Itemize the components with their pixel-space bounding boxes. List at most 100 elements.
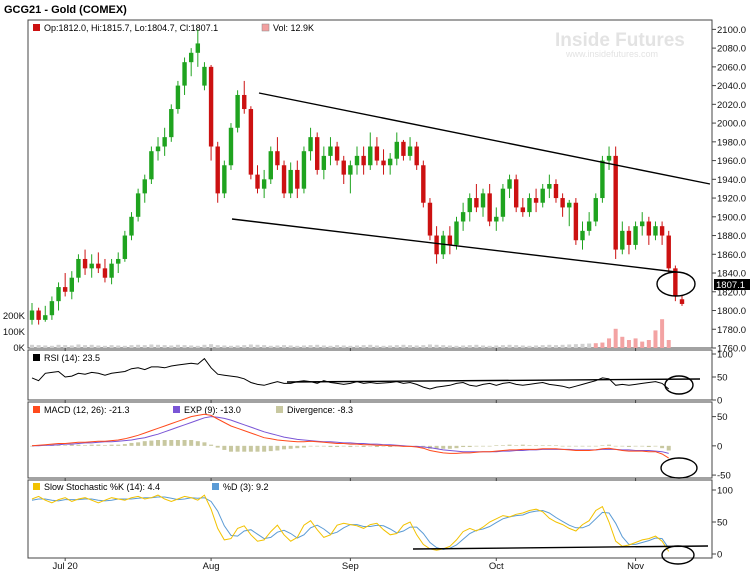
volume-bar [567,344,572,348]
price-tick-label: 1980.0 [717,137,746,148]
stochastic-panel [27,479,713,559]
candle-body [401,141,406,156]
x-tick-label: Aug [203,561,220,572]
volume-bar [189,345,194,348]
annotations [231,92,711,565]
indicator-lines [30,357,671,552]
volume-bar [481,345,486,348]
divergence-bar [83,445,88,446]
volume-bar [142,345,147,348]
volume-bar [282,345,287,348]
macd-legend-swatch [33,406,40,413]
macd-tick-label: -50 [717,471,731,482]
candle-body [288,169,293,194]
volume-tick-label: 0K [13,343,25,354]
candle-body [202,66,207,86]
candle-body [275,151,280,166]
divergence-bar [321,445,326,447]
candle-body [281,165,287,194]
volume-bar [620,336,625,348]
price-tick-label: 1780.0 [717,325,746,336]
exp-line [32,416,669,454]
divergence-bar [520,444,525,446]
divergence-bar [301,445,306,448]
divergence-bar [295,445,300,449]
candle-body [407,146,413,156]
volume-bar [547,344,552,348]
k-legend-label: Slow Stochastic %K (14): 4.4 [44,482,160,492]
candle-body [520,207,526,213]
ohlc-readout: Op:1812.0, Hi:1815.7, Lo:1804.7, Cl:1807… [44,23,218,33]
divergence-bar [540,445,545,446]
volume-bar [361,345,366,348]
d-legend-swatch [212,483,219,490]
volume-bar [381,345,386,348]
candle-body [434,235,439,255]
candle-body [646,221,652,236]
candle-body [573,202,579,241]
divergence-bar [355,445,359,447]
macd-circle [660,457,698,479]
price-tick-label: 1800.0 [717,306,746,317]
price-tick-label: 1960.0 [717,156,746,167]
candle-body [89,263,94,269]
divergence-bar [494,445,499,446]
divergence-bar [215,445,220,448]
candle-body [348,165,353,175]
candle-body [255,174,260,189]
exp-legend-label: EXP (9): -13.0 [184,405,241,415]
divergence-bar [255,445,260,452]
volume-bar [355,345,359,348]
divergence-bar [235,445,240,452]
divergence-bar [129,442,134,446]
candle-body [129,216,134,236]
divergence-bar [368,445,373,447]
divergence-bar [527,445,532,446]
volume-bar [514,345,519,348]
candle-body [341,160,346,175]
candle-body [182,62,187,86]
divergence-bar [182,440,187,446]
candle-body [381,160,386,166]
divergence-bar [288,445,293,449]
divergence-bar [640,445,645,447]
candle-body [295,169,300,189]
volume-bar [122,345,127,348]
candle-body [620,230,625,250]
candle-body [235,94,240,128]
divergence-bar [646,445,651,448]
volume-bar [434,344,439,348]
volume-bar [295,345,300,348]
volume-bars [30,319,671,348]
candle-body [666,235,671,269]
price-tick-label: 2060.0 [717,62,746,73]
divergence-bar [109,444,114,446]
rsi-line [31,357,670,390]
candle-body [454,221,459,245]
volume-bar [248,344,253,348]
candle-body [421,165,426,203]
volume-bar [646,340,651,348]
candle-body [480,193,486,208]
candle-body [467,198,472,213]
divergence-bar [122,444,127,446]
candle-body [169,109,174,138]
volume-bar [63,345,68,348]
candle-body [56,287,61,302]
divergence-legend-label: Divergence: -8.3 [287,405,353,415]
volume-bar [109,345,114,348]
x-tick-label: Sep [342,561,359,572]
volume-tick-label: 200K [3,311,26,322]
divergence-bar [189,440,194,446]
volume-bar [593,343,598,348]
candle-body [586,221,592,231]
candle-body [49,301,55,316]
volume-bar [587,343,592,348]
volume-bar [613,328,618,348]
price-tick-label: 1920.0 [717,194,746,205]
rsi-panel [27,349,713,401]
candle-body [29,310,35,320]
volume-bar [540,345,545,348]
candle-body [580,230,585,241]
rsi-legend-swatch [33,354,40,361]
